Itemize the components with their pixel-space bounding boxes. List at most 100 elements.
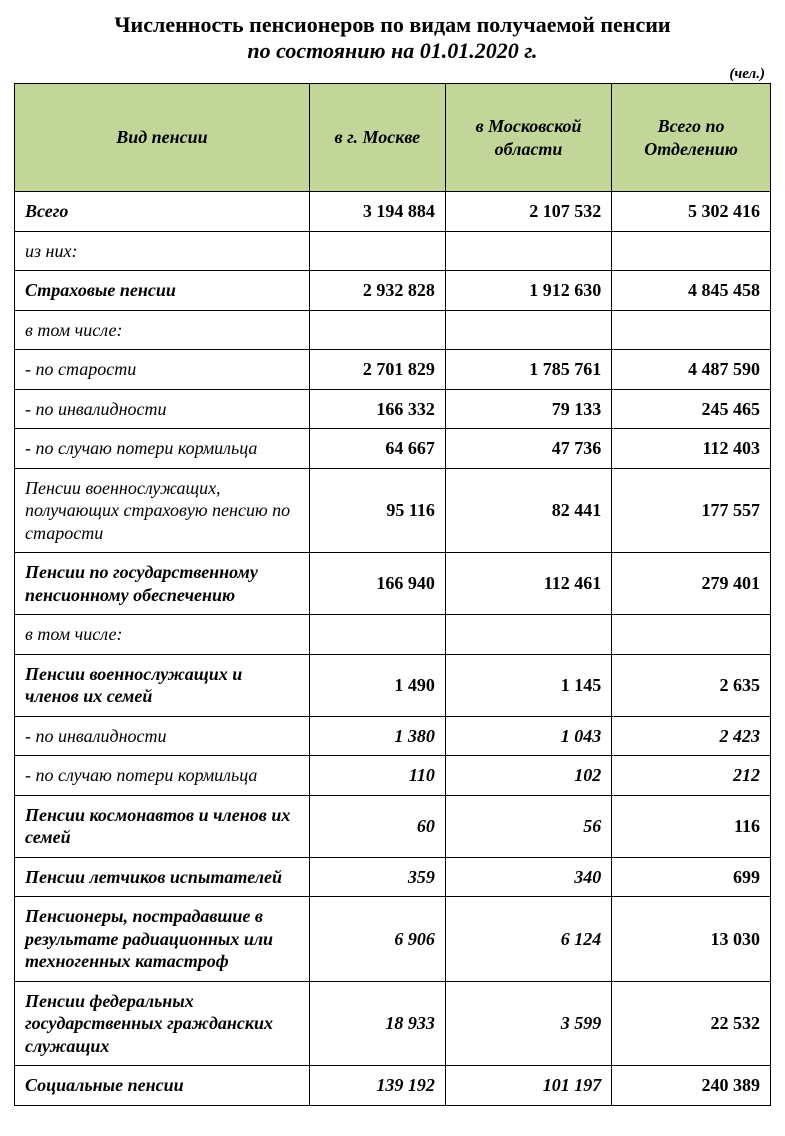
table-row: - по старости2 701 8291 785 7614 487 590 <box>15 350 771 390</box>
table-row: в том числе: <box>15 615 771 655</box>
table-body: Всего3 194 8842 107 5325 302 416из них:С… <box>15 192 771 1106</box>
cell-value: 3 194 884 <box>309 192 445 232</box>
row-label: Пенсионеры, пострадавшие в результате ра… <box>15 897 310 982</box>
cell-value <box>612 615 771 655</box>
title-line2: по состоянию на 01.01.2020 г. <box>14 38 771 64</box>
cell-value: 18 933 <box>309 981 445 1066</box>
cell-value: 110 <box>309 756 445 796</box>
cell-value: 112 403 <box>612 429 771 469</box>
cell-value: 1 912 630 <box>445 271 611 311</box>
cell-value <box>612 310 771 350</box>
row-label: Всего <box>15 192 310 232</box>
table-row: Всего3 194 8842 107 5325 302 416 <box>15 192 771 232</box>
row-label: Пенсии космонавтов и членов их семей <box>15 795 310 857</box>
table-row: - по случаю потери кормильца110102212 <box>15 756 771 796</box>
table-row: Пенсии летчиков испытателей359340699 <box>15 857 771 897</box>
cell-value: 1 380 <box>309 716 445 756</box>
table-row: Пенсии военнослужащих, получающих страхо… <box>15 468 771 553</box>
cell-value: 2 635 <box>612 654 771 716</box>
cell-value <box>309 310 445 350</box>
col-header-total: Всего по Отделению <box>612 84 771 192</box>
cell-value: 245 465 <box>612 389 771 429</box>
cell-value <box>445 231 611 271</box>
cell-value <box>309 231 445 271</box>
cell-value: 2 701 829 <box>309 350 445 390</box>
cell-value <box>445 615 611 655</box>
row-label: в том числе: <box>15 615 310 655</box>
col-header-moscow: в г. Москве <box>309 84 445 192</box>
cell-value: 2 423 <box>612 716 771 756</box>
cell-value: 82 441 <box>445 468 611 553</box>
cell-value: 166 332 <box>309 389 445 429</box>
row-label: Социальные пенсии <box>15 1066 310 1106</box>
cell-value: 5 302 416 <box>612 192 771 232</box>
table-row: Социальные пенсии139 192101 197240 389 <box>15 1066 771 1106</box>
table-row: Пенсии по государственному пенсионному о… <box>15 553 771 615</box>
title-line1: Численность пенсионеров по видам получае… <box>14 12 771 38</box>
cell-value: 279 401 <box>612 553 771 615</box>
row-label: Пенсии военнослужащих и членов их семей <box>15 654 310 716</box>
cell-value: 3 599 <box>445 981 611 1066</box>
cell-value: 240 389 <box>612 1066 771 1106</box>
cell-value: 1 785 761 <box>445 350 611 390</box>
table-row: - по инвалидности166 33279 133245 465 <box>15 389 771 429</box>
cell-value <box>445 310 611 350</box>
cell-value: 2 932 828 <box>309 271 445 311</box>
row-label: Пенсии федеральных государственных гражд… <box>15 981 310 1066</box>
cell-value: 60 <box>309 795 445 857</box>
cell-value: 47 736 <box>445 429 611 469</box>
cell-value: 1 145 <box>445 654 611 716</box>
cell-value: 359 <box>309 857 445 897</box>
col-header-type: Вид пенсии <box>15 84 310 192</box>
cell-value: 340 <box>445 857 611 897</box>
row-label: - по инвалидности <box>15 389 310 429</box>
unit-label: (чел.) <box>14 66 771 83</box>
cell-value: 1 043 <box>445 716 611 756</box>
table-row: Пенсионеры, пострадавшие в результате ра… <box>15 897 771 982</box>
cell-value: 6 124 <box>445 897 611 982</box>
cell-value: 79 133 <box>445 389 611 429</box>
cell-value: 56 <box>445 795 611 857</box>
cell-value: 1 490 <box>309 654 445 716</box>
cell-value: 22 532 <box>612 981 771 1066</box>
row-label: Пенсии военнослужащих, получающих страхо… <box>15 468 310 553</box>
row-label: - по старости <box>15 350 310 390</box>
table-header-row: Вид пенсии в г. Москве в Московской обла… <box>15 84 771 192</box>
table-row: Пенсии федеральных государственных гражд… <box>15 981 771 1066</box>
row-label: Страховые пенсии <box>15 271 310 311</box>
cell-value: 101 197 <box>445 1066 611 1106</box>
row-label: Пенсии летчиков испытателей <box>15 857 310 897</box>
table-row: из них: <box>15 231 771 271</box>
cell-value: 2 107 532 <box>445 192 611 232</box>
table-row: Страховые пенсии2 932 8281 912 6304 845 … <box>15 271 771 311</box>
table-row: в том числе: <box>15 310 771 350</box>
cell-value: 112 461 <box>445 553 611 615</box>
row-label: из них: <box>15 231 310 271</box>
row-label: - по инвалидности <box>15 716 310 756</box>
table-row: - по случаю потери кормильца64 66747 736… <box>15 429 771 469</box>
row-label: в том числе: <box>15 310 310 350</box>
cell-value: 4 487 590 <box>612 350 771 390</box>
cell-value: 13 030 <box>612 897 771 982</box>
cell-value: 177 557 <box>612 468 771 553</box>
cell-value <box>612 231 771 271</box>
cell-value: 699 <box>612 857 771 897</box>
cell-value <box>309 615 445 655</box>
cell-value: 139 192 <box>309 1066 445 1106</box>
row-label: - по случаю потери кормильца <box>15 756 310 796</box>
table-row: Пенсии космонавтов и членов их семей6056… <box>15 795 771 857</box>
cell-value: 212 <box>612 756 771 796</box>
table-row: - по инвалидности1 3801 0432 423 <box>15 716 771 756</box>
cell-value: 95 116 <box>309 468 445 553</box>
cell-value: 6 906 <box>309 897 445 982</box>
row-label: - по случаю потери кормильца <box>15 429 310 469</box>
cell-value: 102 <box>445 756 611 796</box>
cell-value: 64 667 <box>309 429 445 469</box>
title-block: Численность пенсионеров по видам получае… <box>14 12 771 64</box>
cell-value: 116 <box>612 795 771 857</box>
pension-table: Вид пенсии в г. Москве в Московской обла… <box>14 83 771 1106</box>
cell-value: 166 940 <box>309 553 445 615</box>
cell-value: 4 845 458 <box>612 271 771 311</box>
col-header-oblast: в Московской области <box>445 84 611 192</box>
row-label: Пенсии по государственному пенсионному о… <box>15 553 310 615</box>
